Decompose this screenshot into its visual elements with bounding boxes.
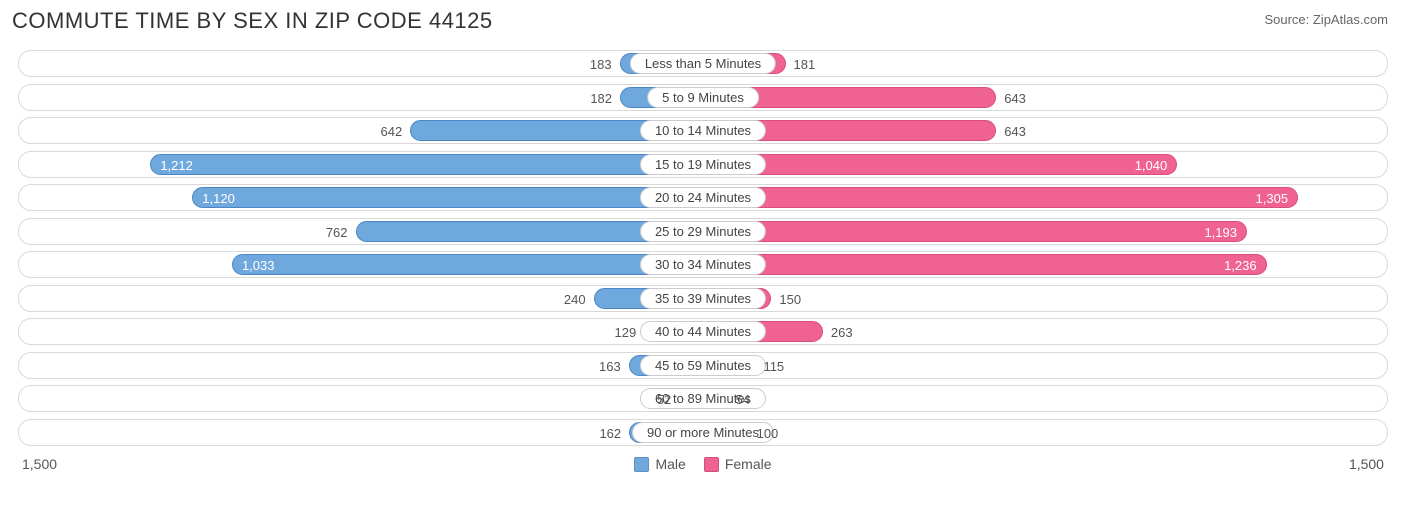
legend-item-male: Male	[634, 456, 685, 472]
male-value-label: 762	[326, 219, 348, 246]
female-bar	[703, 221, 1247, 242]
legend-swatch-female	[704, 457, 719, 472]
chart-area: 183 181 Less than 5 Minutes 182 643 5 to 9 Mi…	[0, 38, 1406, 446]
chart-header: COMMUTE TIME BY SEX IN ZIP CODE 44125 So…	[0, 0, 1406, 38]
female-value-label: 54	[736, 386, 750, 413]
male-value-label: 52	[657, 386, 671, 413]
male-value-label: 1,033	[242, 252, 275, 279]
bar-row: 525460 to 89 Minutes	[18, 385, 1388, 412]
male-value-label: 182	[590, 85, 612, 112]
female-bar	[703, 187, 1298, 208]
category-pill: 40 to 44 Minutes	[640, 321, 766, 342]
bar-row: 182 643 5 to 9 Minutes	[18, 84, 1388, 111]
female-value-label: 100	[757, 420, 779, 447]
bar-row: 129 263 40 to 44 Minutes	[18, 318, 1388, 345]
male-value-label: 1,212	[160, 152, 193, 179]
category-pill: 5 to 9 Minutes	[647, 87, 759, 108]
category-pill: 30 to 34 Minutes	[640, 254, 766, 275]
female-value-label: 115	[763, 353, 784, 380]
bar-row: 762 1,193 25 to 29 Minutes	[18, 218, 1388, 245]
bar-row: 183 181 Less than 5 Minutes	[18, 50, 1388, 77]
category-pill: 45 to 59 Minutes	[640, 355, 766, 376]
bar-row: 240 150 35 to 39 Minutes	[18, 285, 1388, 312]
bar-row: 1,033 1,236 30 to 34 Minutes	[18, 251, 1388, 278]
male-value-label: 163	[599, 353, 621, 380]
female-value-label: 150	[779, 286, 801, 313]
category-pill: 90 or more Minutes	[632, 422, 774, 443]
male-bar	[192, 187, 703, 208]
chart-footer: 1,500 Male Female 1,500	[0, 452, 1406, 472]
female-value-label: 1,305	[1256, 185, 1289, 212]
male-value-label: 642	[381, 118, 403, 145]
legend-swatch-male	[634, 457, 649, 472]
bar-row: 163 11545 to 59 Minutes	[18, 352, 1388, 379]
male-value-label: 1,120	[202, 185, 235, 212]
male-bar	[232, 254, 703, 275]
male-value-label: 162	[599, 420, 621, 447]
legend: Male Female	[634, 456, 771, 472]
bar-row: 1,212 1,040 15 to 19 Minutes	[18, 151, 1388, 178]
bar-row: 162 10090 or more Minutes	[18, 419, 1388, 446]
male-value-label: 129	[614, 319, 636, 346]
chart-title: COMMUTE TIME BY SEX IN ZIP CODE 44125	[12, 8, 493, 34]
category-pill: 15 to 19 Minutes	[640, 154, 766, 175]
category-pill: 10 to 14 Minutes	[640, 120, 766, 141]
male-value-label: 240	[564, 286, 586, 313]
male-value-label: 183	[590, 51, 612, 78]
category-pill: 20 to 24 Minutes	[640, 187, 766, 208]
chart-source: Source: ZipAtlas.com	[1264, 8, 1388, 27]
axis-right-max: 1,500	[1349, 456, 1384, 472]
axis-left-max: 1,500	[22, 456, 57, 472]
bar-row: 642 643 10 to 14 Minutes	[18, 117, 1388, 144]
female-value-label: 643	[1004, 118, 1026, 145]
legend-label-female: Female	[725, 456, 772, 472]
female-value-label: 263	[831, 319, 853, 346]
female-value-label: 1,236	[1224, 252, 1257, 279]
legend-label-male: Male	[655, 456, 685, 472]
female-value-label: 181	[794, 51, 816, 78]
legend-item-female: Female	[704, 456, 772, 472]
female-bar	[703, 254, 1267, 275]
female-value-label: 643	[1004, 85, 1026, 112]
category-pill: Less than 5 Minutes	[630, 53, 776, 74]
male-bar	[150, 154, 703, 175]
category-pill: 35 to 39 Minutes	[640, 288, 766, 309]
female-value-label: 1,040	[1135, 152, 1168, 179]
female-bar	[703, 154, 1177, 175]
bar-row: 1,120 1,305 20 to 24 Minutes	[18, 184, 1388, 211]
category-pill: 25 to 29 Minutes	[640, 221, 766, 242]
female-value-label: 1,193	[1204, 219, 1237, 246]
